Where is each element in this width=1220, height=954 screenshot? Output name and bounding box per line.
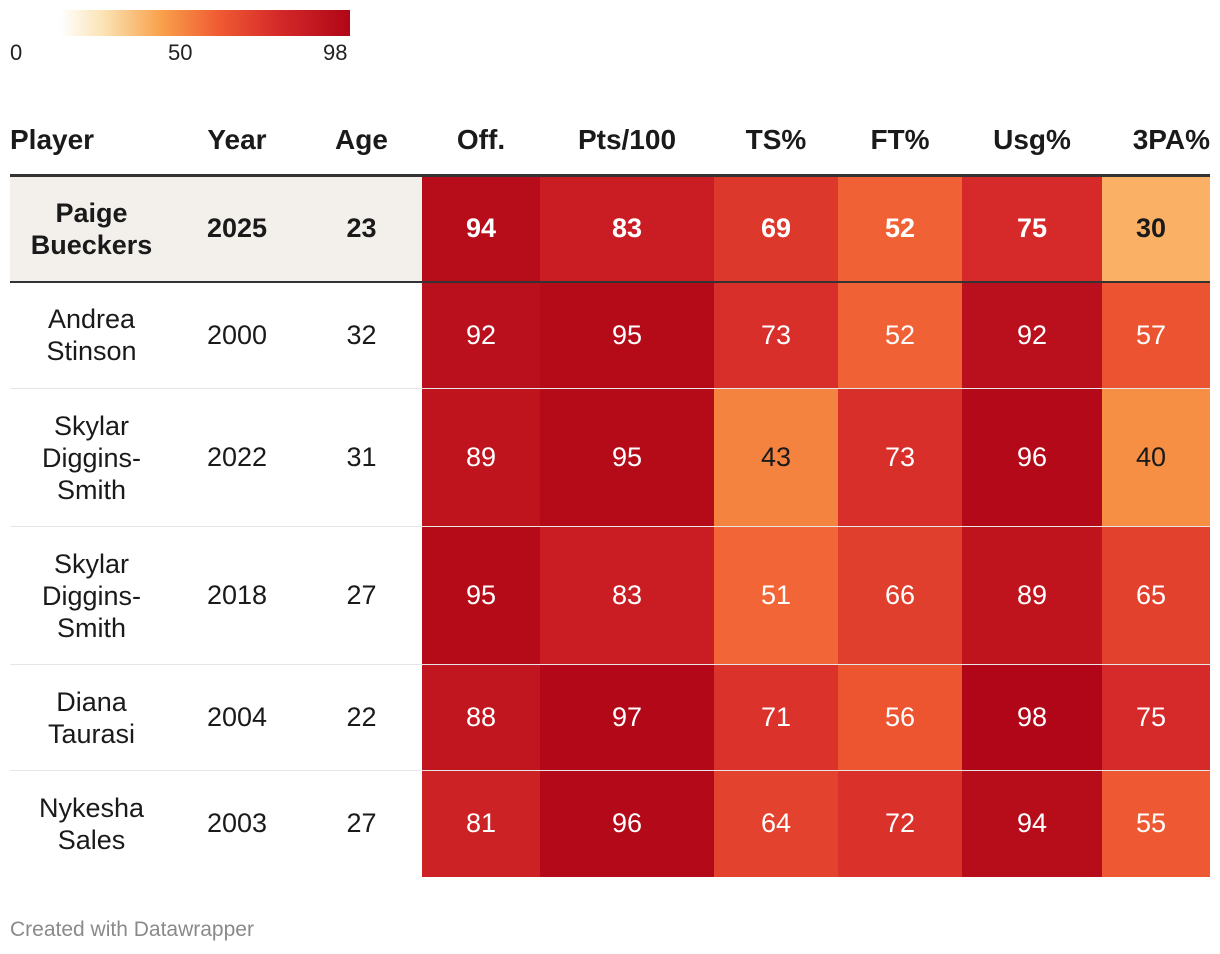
heat-cell-pts-per-100: 83 [540,175,714,283]
age-cell: 27 [301,526,422,665]
player-name-cell: Paige Bueckers [10,175,173,283]
legend-min-label: 0 [10,40,23,65]
year-cell: 2018 [173,526,301,665]
heat-cell-3pa-pct: 30 [1102,175,1210,283]
player-name-cell: Nykesha Sales [38,792,145,855]
table-body: Paige Bueckers 2025 23 94 83 69 52 75 30 Andrea S… [10,175,1210,877]
heat-cell-usg-pct: 75 [962,175,1102,283]
column-header-3pa-pct[interactable]: 3PA% [1102,106,1210,177]
year-cell: 2003 [206,808,268,839]
heat-cell-pts-per-100: 96 [540,770,714,877]
heat-cell-ft-pct: 52 [838,175,962,283]
column-header-age[interactable]: Age [301,106,422,177]
age-cell: 22 [301,664,422,771]
heat-cell-ts-pct: 71 [714,664,838,771]
year-cell: 2004 [173,664,301,771]
heat-cell-off: 81 [422,770,540,877]
legend-mid-label: 50 [168,40,193,65]
age-cell: 31 [301,388,422,527]
age-cell: 27 [346,808,377,839]
player-name-cell: Diana Taurasi [10,664,173,771]
legend-gradient-bar [60,10,350,36]
year-cell: 2022 [173,388,301,527]
table-row: Nykesha Sales 2003 27 81 96 64 72 94 55 [10,770,1210,877]
table-row: Diana Taurasi 2004 22 88 97 71 56 98 75 [10,664,1210,771]
heat-cell-usg-pct: 92 [962,281,1102,389]
column-header-year[interactable]: Year [173,106,301,177]
heat-cell-ft-pct: 52 [838,281,962,389]
heat-cell-pts-per-100: 97 [540,664,714,771]
heat-cell-value: 30 [1135,213,1167,244]
heat-cell-3pa-pct: 40 [1102,388,1210,527]
heat-cell-ts-pct: 43 [714,388,838,527]
heat-cell-pts-per-100: 95 [540,388,714,527]
age-cell: 23 [301,175,422,283]
heat-cell-off: 95 [422,526,540,665]
heat-cell-usg-pct: 98 [962,664,1102,771]
year-cell: 2000 [173,281,301,389]
heat-cell-off: 94 [422,175,540,283]
color-legend: 0 50 98 [10,10,350,70]
table-row: Paige Bueckers 2025 23 94 83 69 52 75 30 [10,175,1210,283]
age-cell: 32 [301,281,422,389]
heat-cell-ts-pct: 73 [714,281,838,389]
heat-cell-ft-pct: 56 [838,664,962,771]
heat-cell-off: 88 [422,664,540,771]
heat-cell-pts-per-100: 95 [540,281,714,389]
heat-cell-ts-pct: 51 [714,526,838,665]
heat-cell-off: 92 [422,281,540,389]
heat-cell-usg-pct: 89 [962,526,1102,665]
heat-cell-ts-pct: 64 [714,770,838,877]
heat-cell-ft-pct: 73 [838,388,962,527]
heat-cell-3pa-pct: 57 [1102,281,1210,389]
footer-credit: Created with Datawrapper [10,918,254,941]
header-row: Player Year Age Off. Pts/100 TS% FT% Usg% 3PA% [10,106,1210,177]
column-header-off[interactable]: Off. [422,106,540,177]
column-header-pts-per-100[interactable]: Pts/100 [540,106,714,177]
year-cell: 2025 [173,175,301,283]
table-row: Skylar Diggins- Smith 2022 31 89 95 43 73 96 40 [10,388,1210,527]
player-name-cell: Andrea Stinson [10,281,173,389]
heat-cell-value: 57 [1135,319,1167,350]
heat-cell-pts-per-100: 83 [540,526,714,665]
heat-cell-value: 55 [1135,808,1167,839]
heat-cell-3pa-pct: 55 [1102,770,1210,877]
column-header-ft-pct[interactable]: FT% [838,106,962,177]
legend-max-label: 98 [323,40,348,65]
heat-cell-off: 89 [422,388,540,527]
heat-cell-usg-pct: 94 [962,770,1102,877]
heat-cell-value: 75 [1135,702,1167,732]
heat-cell-value: 40 [1135,442,1167,472]
player-name-cell: Skylar Diggins- Smith [10,388,173,527]
heat-cell-3pa-pct: 65 [1102,526,1210,665]
table-row: Andrea Stinson 2000 32 92 95 73 52 92 57 [10,281,1210,389]
heat-cell-value: 65 [1135,580,1167,610]
heat-cell-ts-pct: 69 [714,175,838,283]
column-header-player[interactable]: Player [10,106,173,177]
heatmap-table: Player Year Age Off. Pts/100 TS% FT% Usg% 3PA% P… [10,106,1210,877]
table-row: Skylar Diggins- Smith 2018 27 95 83 51 66 89 65 [10,526,1210,665]
heat-cell-usg-pct: 96 [962,388,1102,527]
player-name-cell: Skylar Diggins- Smith [10,526,173,665]
heat-cell-3pa-pct: 75 [1102,664,1210,771]
column-header-usg-pct[interactable]: Usg% [962,106,1102,177]
heat-cell-ft-pct: 72 [838,770,962,877]
column-header-ts-pct[interactable]: TS% [714,106,838,177]
heat-cell-ft-pct: 66 [838,526,962,665]
